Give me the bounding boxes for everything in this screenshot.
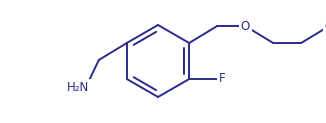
Text: O: O	[241, 20, 250, 32]
Text: O: O	[325, 20, 326, 32]
Text: F: F	[219, 72, 226, 85]
Text: H₂N: H₂N	[67, 81, 89, 94]
